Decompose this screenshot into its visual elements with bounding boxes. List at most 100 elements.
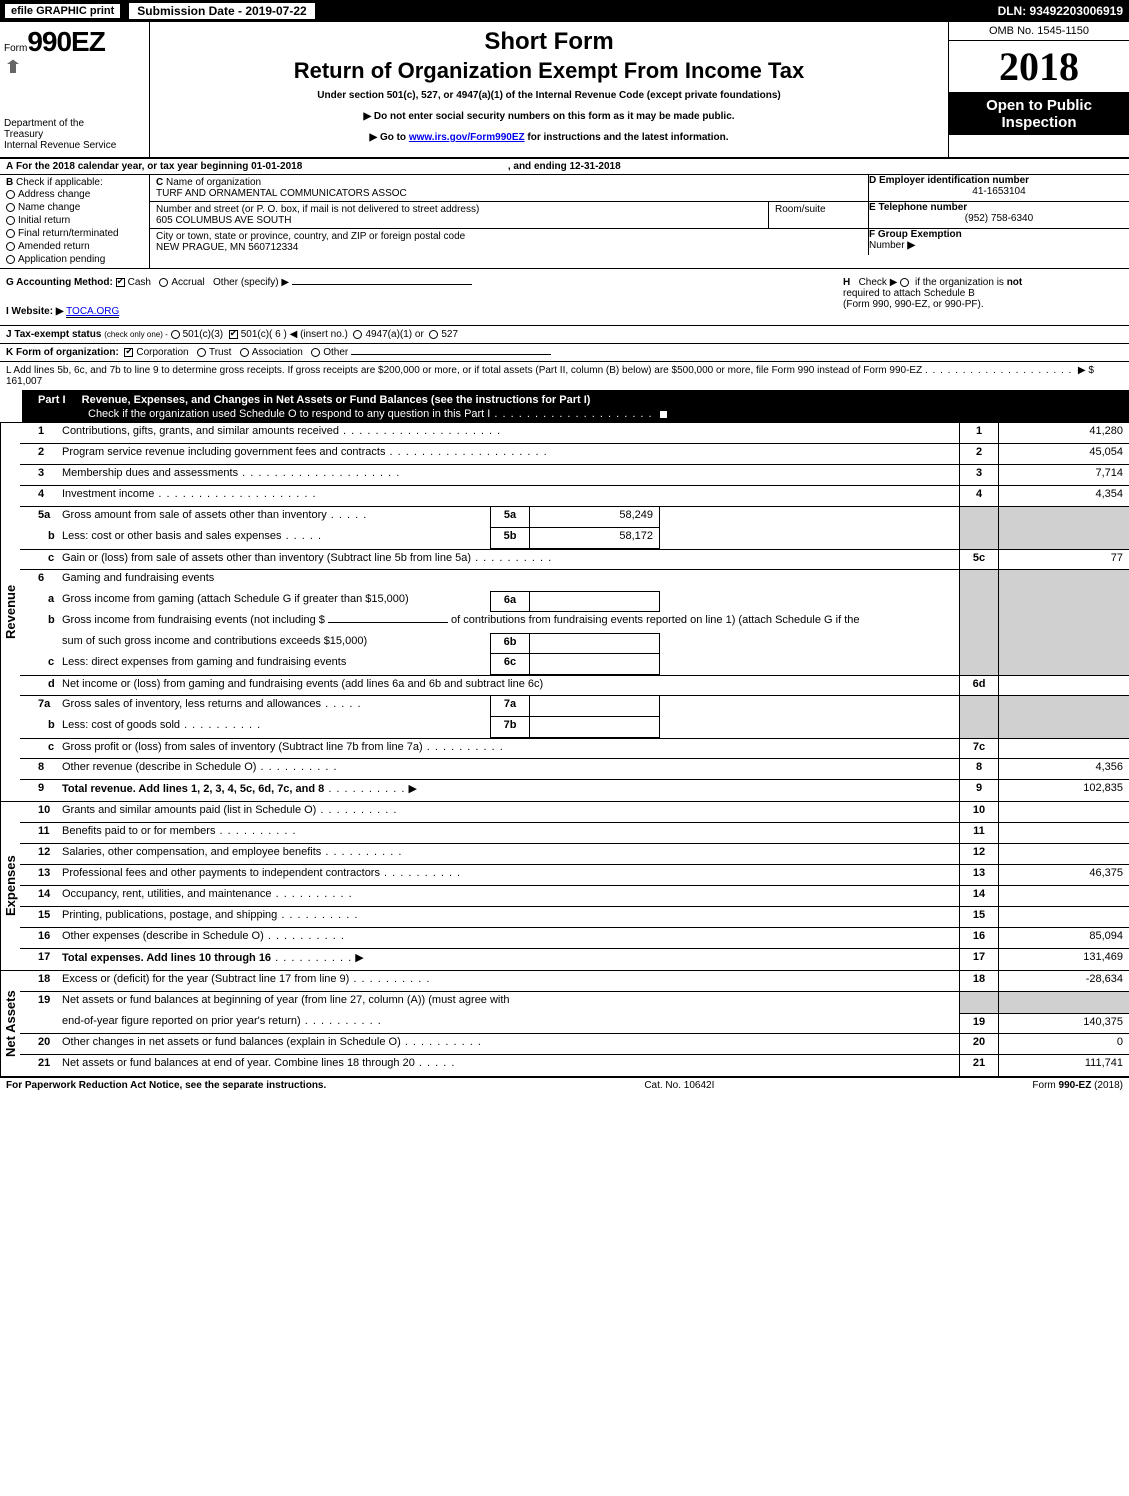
h-not: not (1007, 277, 1023, 288)
l7a-mv (530, 696, 660, 717)
l7c-box: 7c (959, 739, 999, 758)
street-value: 605 COLUMBUS AVE SOUTH (156, 215, 291, 226)
j-label: J Tax-exempt status (6, 329, 101, 340)
line-3: 3 Membership dues and assessments 3 7,71… (20, 465, 1129, 486)
j-sub: (check only one) - (104, 330, 168, 339)
footer-mid: Cat. No. 10642I (644, 1080, 714, 1091)
efile-print-button[interactable]: efile GRAPHIC print (4, 3, 121, 19)
g-label: G Accounting Method: (6, 277, 113, 288)
l2-desc: Program service revenue including govern… (60, 444, 959, 464)
city-block: City or town, state or province, country… (150, 229, 869, 255)
l10-desc: Grants and similar amounts paid (list in… (60, 802, 959, 822)
l6c-mb: 6c (490, 654, 530, 675)
l3-desc: Membership dues and assessments (60, 465, 959, 485)
l6b2-shade1 (959, 633, 999, 654)
netassets-side-label: Net Assets (0, 971, 20, 1076)
l8-num: 8 (20, 759, 60, 779)
l13-desc: Professional fees and other payments to … (60, 865, 959, 885)
l4-num: 4 (20, 486, 60, 506)
line-17: 17 Total expenses. Add lines 10 through … (20, 949, 1129, 970)
chk-name-change[interactable]: Name change (6, 201, 143, 214)
l20-box: 20 (959, 1034, 999, 1054)
h-label: H (843, 277, 850, 288)
room-suite-block: Room/suite (769, 202, 869, 228)
l9-val: 102,835 (999, 780, 1129, 801)
l1-box: 1 (959, 423, 999, 443)
chk-cash[interactable] (116, 278, 125, 287)
chk-527[interactable] (429, 330, 438, 339)
chk-final-return[interactable]: Final return/terminated (6, 227, 143, 240)
l9-d: Total revenue. Add lines 1, 2, 3, 4, 5c,… (62, 783, 324, 795)
line-6d: d Net income or (loss) from gaming and f… (20, 675, 1129, 696)
l2-num: 2 (20, 444, 60, 464)
k-o1: Corporation (136, 347, 188, 358)
line-21: 21 Net assets or fund balances at end of… (20, 1055, 1129, 1076)
netassets-section: Net Assets 18 Excess or (deficit) for th… (0, 970, 1129, 1076)
row-l: L Add lines 5b, 6c, and 7b to line 9 to … (0, 362, 1129, 390)
chk-accrual[interactable] (159, 278, 168, 287)
l6a-desc: Gross income from gaming (attach Schedul… (60, 591, 490, 612)
l14-box: 14 (959, 886, 999, 906)
l19b-num (20, 1013, 60, 1033)
chk-trust[interactable] (197, 348, 206, 357)
l14-val (999, 886, 1129, 906)
form-number: 990EZ (27, 26, 105, 57)
line-19-2: end-of-year figure reported on prior yea… (20, 1013, 1129, 1034)
part1-title: Revenue, Expenses, and Changes in Net As… (82, 394, 591, 406)
chk-other-org[interactable] (311, 348, 320, 357)
revenue-section: Revenue 1 Contributions, gifts, grants, … (0, 422, 1129, 801)
j-o3: 4947(a)(1) or (365, 329, 423, 340)
l19-box: 19 (959, 1013, 999, 1033)
row-a-text1: For the 2018 calendar year, or tax year … (16, 161, 302, 172)
l10-box: 10 (959, 802, 999, 822)
dln-label: DLN: 93492203006919 (998, 4, 1129, 18)
l15-num: 15 (20, 907, 60, 927)
k-label: K Form of organization: (6, 347, 119, 358)
chk-address-change[interactable]: Address change (6, 188, 143, 201)
irs-link[interactable]: www.irs.gov/Form990EZ (409, 132, 525, 143)
chk-application-pending[interactable]: Application pending (6, 253, 143, 266)
top-bar: efile GRAPHIC print Submission Date - 20… (0, 0, 1129, 22)
l18-desc: Excess or (deficit) for the year (Subtra… (60, 971, 959, 991)
l5b-num: b (20, 528, 60, 549)
j-o4: 527 (441, 329, 458, 340)
goto-pre: Go to (380, 132, 409, 143)
l7c-val (999, 739, 1129, 758)
l5c-val: 77 (999, 550, 1129, 569)
l9-box: 9 (959, 780, 999, 801)
l3-box: 3 (959, 465, 999, 485)
street-label: Number and street (or P. O. box, if mail… (156, 204, 479, 215)
website-link[interactable]: TOCA.ORG (66, 306, 119, 318)
line-5b: b Less: cost or other basis and sales ex… (20, 528, 1129, 549)
chk-h[interactable] (900, 278, 909, 287)
l17-val: 131,469 (999, 949, 1129, 970)
g-accrual: Accrual (171, 277, 204, 288)
j-o1: 501(c)(3) (183, 329, 224, 340)
k-o2: Trust (209, 347, 231, 358)
chk-amended-return[interactable]: Amended return (6, 240, 143, 253)
room-label: Room/suite (775, 204, 826, 215)
l12-box: 12 (959, 844, 999, 864)
l3-num: 3 (20, 465, 60, 485)
l6b-desc3: sum of such gross income and contributio… (60, 633, 490, 654)
l7a-desc: Gross sales of inventory, less returns a… (60, 696, 490, 717)
chk-501c[interactable] (229, 330, 238, 339)
chk-assoc[interactable] (240, 348, 249, 357)
chk-corp[interactable] (124, 348, 133, 357)
expenses-side-label: Expenses (0, 802, 20, 970)
chk-part1-scho[interactable] (659, 410, 668, 419)
l20-desc: Other changes in net assets or fund bala… (60, 1034, 959, 1054)
line-1: 1 Contributions, gifts, grants, and simi… (20, 423, 1129, 444)
chk-initial-return[interactable]: Initial return (6, 214, 143, 227)
h-text3: (Form 990, 990-EZ, or 990-PF). (843, 299, 984, 310)
l5a-shade1 (959, 507, 999, 528)
chk-501c3[interactable] (171, 330, 180, 339)
l16-num: 16 (20, 928, 60, 948)
b-prefix: B (6, 177, 13, 188)
page-footer: For Paperwork Reduction Act Notice, see … (0, 1076, 1129, 1093)
l6d-box: 6d (959, 676, 999, 695)
chk-4947[interactable] (353, 330, 362, 339)
l6b2-shade2 (999, 633, 1129, 654)
l5c-box: 5c (959, 550, 999, 569)
l5a-desc: Gross amount from sale of assets other t… (60, 507, 490, 528)
